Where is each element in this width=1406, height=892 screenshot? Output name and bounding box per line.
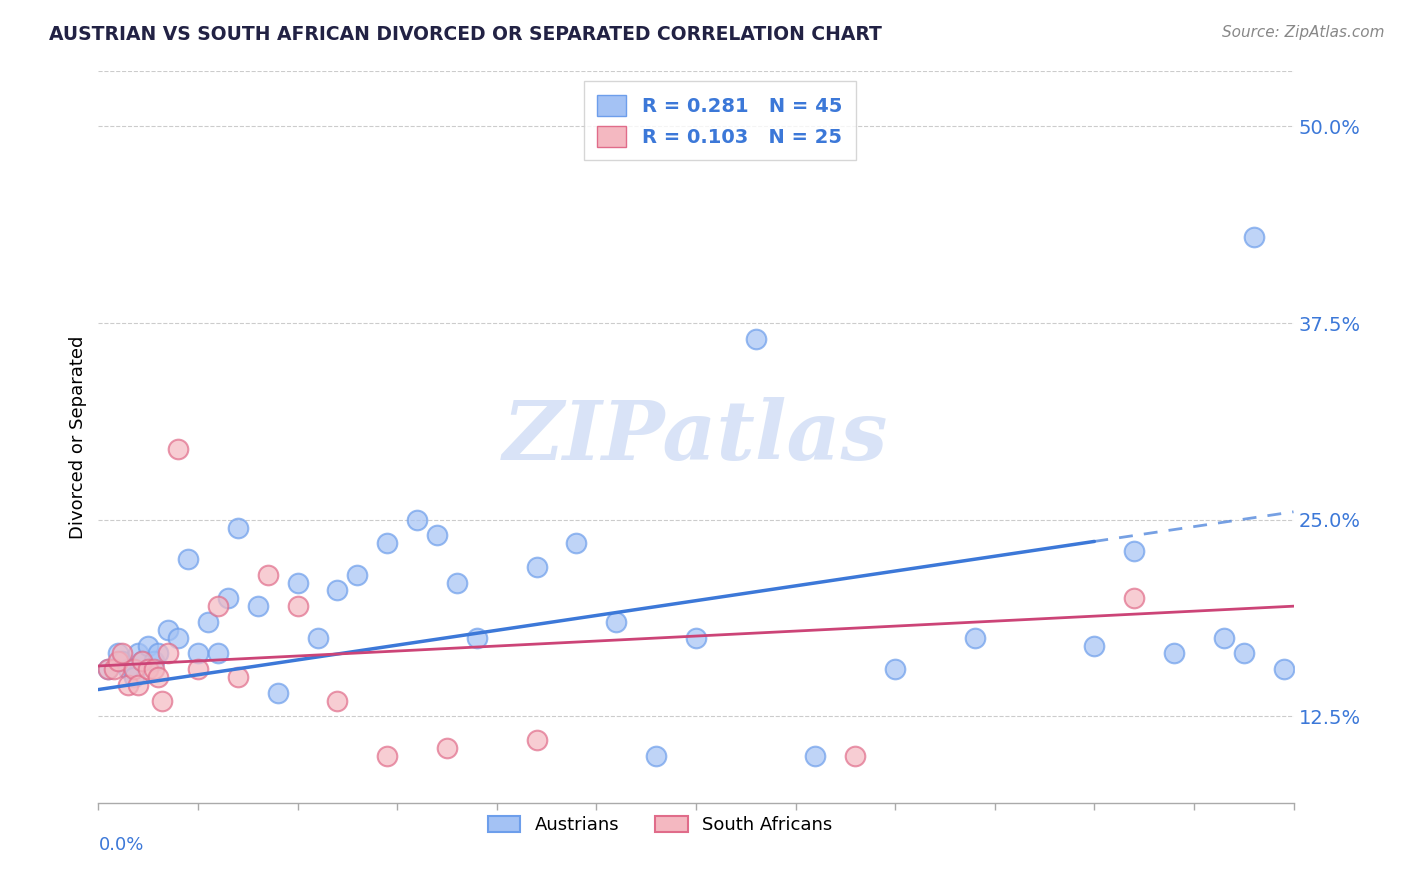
Point [150, 693, 173, 707]
Point [177, 552, 200, 566]
Point [167, 631, 190, 645]
Point [97, 662, 120, 676]
Text: 0.0%: 0.0% [98, 836, 143, 854]
Point [124, 670, 146, 684]
Point [117, 678, 139, 692]
Point [326, 583, 349, 598]
Point [526, 732, 548, 747]
Point [246, 599, 269, 614]
Point [136, 639, 159, 653]
Point [107, 654, 129, 668]
Point [287, 575, 309, 590]
Point [1233, 646, 1256, 660]
Point [148, 670, 170, 684]
Point [307, 631, 329, 645]
Point [117, 662, 139, 676]
Point [167, 442, 190, 456]
Legend: Austrians, South Africans: Austrians, South Africans [481, 809, 839, 841]
Text: Source: ZipAtlas.com: Source: ZipAtlas.com [1222, 25, 1385, 40]
Point [375, 536, 398, 550]
Point [844, 748, 866, 763]
Point [1163, 646, 1185, 660]
Point [226, 670, 249, 684]
Point [446, 575, 468, 590]
Point [97, 662, 120, 676]
Point [267, 686, 290, 700]
Point [226, 520, 249, 534]
Point [326, 693, 349, 707]
Point [1123, 544, 1146, 558]
Point [565, 536, 588, 550]
Point [346, 567, 368, 582]
Point [963, 631, 986, 645]
Point [287, 599, 309, 614]
Y-axis label: Divorced or Separated: Divorced or Separated [69, 335, 87, 539]
Point [256, 567, 278, 582]
Text: AUSTRIAN VS SOUTH AFRICAN DIVORCED OR SEPARATED CORRELATION CHART: AUSTRIAN VS SOUTH AFRICAN DIVORCED OR SE… [49, 25, 882, 44]
Point [436, 740, 458, 755]
Point [111, 646, 134, 660]
Point [131, 654, 153, 668]
Point [745, 332, 768, 346]
Point [143, 662, 166, 676]
Point [884, 662, 907, 676]
Point [645, 748, 668, 763]
Point [217, 591, 239, 606]
Text: ZIPatlas: ZIPatlas [503, 397, 889, 477]
Point [157, 646, 180, 660]
Point [143, 654, 166, 668]
Point [197, 615, 219, 629]
Point [111, 654, 134, 668]
Point [804, 748, 827, 763]
Point [685, 631, 707, 645]
Point [136, 662, 159, 676]
Point [426, 528, 449, 542]
Point [131, 654, 153, 668]
Point [127, 646, 149, 660]
Point [207, 646, 229, 660]
Point [1243, 229, 1265, 244]
Point [465, 631, 488, 645]
Point [375, 748, 398, 763]
Point [187, 662, 209, 676]
Point [1272, 662, 1295, 676]
Point [1212, 631, 1234, 645]
Point [124, 662, 146, 676]
Point [148, 646, 170, 660]
Point [1123, 591, 1146, 606]
Point [207, 599, 229, 614]
Point [107, 646, 129, 660]
Point [157, 623, 180, 637]
Point [127, 678, 149, 692]
Point [103, 662, 125, 676]
Point [406, 513, 429, 527]
Point [187, 646, 209, 660]
Point [526, 559, 548, 574]
Point [1083, 639, 1105, 653]
Point [605, 615, 627, 629]
